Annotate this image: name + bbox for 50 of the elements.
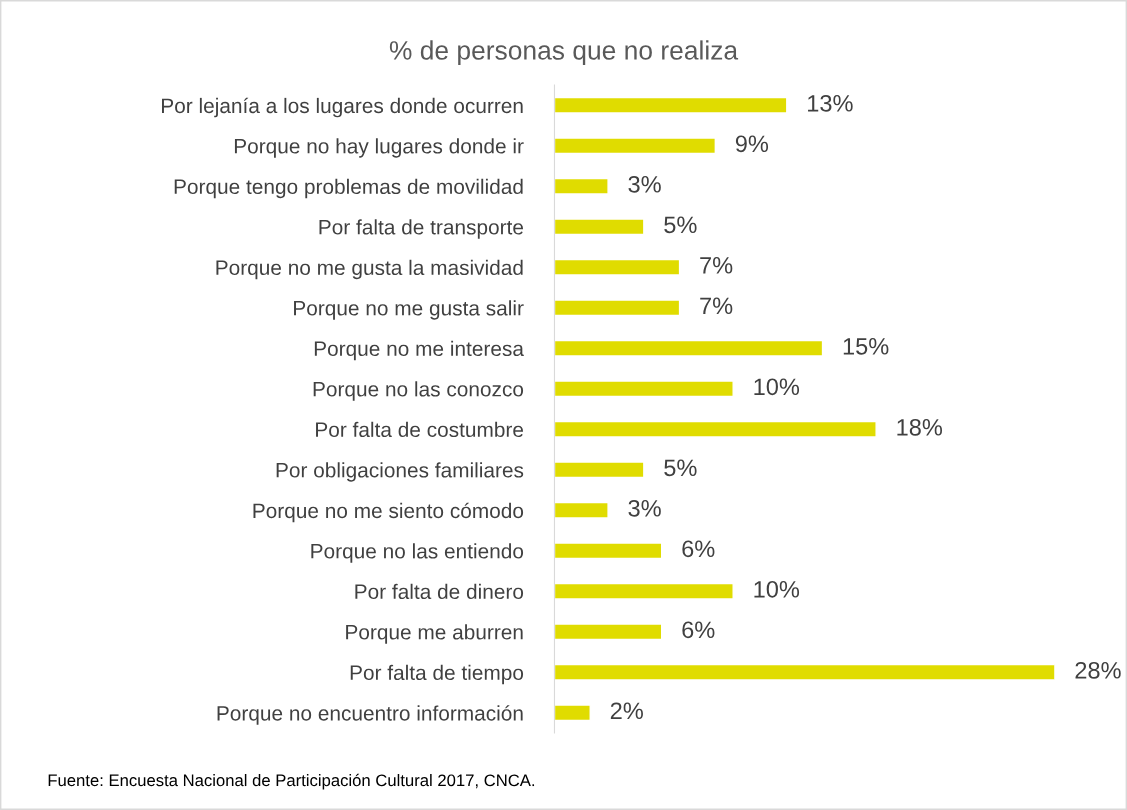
bar: [554, 420, 877, 438]
bar: [554, 96, 788, 114]
bar: [554, 461, 645, 479]
y-tick-label: Porque tengo problemas de movilidad: [174, 178, 523, 199]
data-label: 28%: [1075, 661, 1121, 679]
bar: [554, 299, 681, 317]
data-label: 3%: [628, 499, 661, 517]
data-label: 15%: [843, 338, 889, 355]
bar: [554, 258, 681, 276]
bar: [554, 623, 663, 641]
y-tick-label: Por falta de transporte: [319, 219, 524, 239]
y-tick-label: Porque no me interesa: [314, 340, 524, 361]
bar: [554, 218, 645, 236]
data-label: 7%: [700, 297, 733, 315]
y-tick-label: Porque no me siento cómodo: [253, 502, 524, 523]
data-label: 18%: [897, 418, 943, 436]
y-tick-label: Porque no encuentro información: [217, 705, 523, 725]
data-label: 3%: [628, 175, 661, 193]
data-label: 13%: [808, 94, 853, 112]
bar: [554, 177, 609, 195]
data-label: 6%: [682, 621, 715, 639]
y-tick-label: Por falta de costumbre: [316, 421, 524, 438]
y-tick-label: Porque no las conozco: [313, 381, 524, 401]
bar: [554, 501, 609, 519]
data-label: 7%: [700, 257, 733, 274]
y-tick-label: Por falta de dinero: [355, 583, 524, 600]
data-label: 9%: [735, 135, 769, 153]
y-tick-label: Por lejanía a los lugares donde ocurren: [162, 97, 523, 118]
data-label: 5%: [664, 459, 697, 477]
bar: [554, 582, 734, 600]
data-label: 10%: [754, 580, 800, 598]
y-tick-label: Porque me aburren: [346, 624, 523, 644]
source-note: Fuente: Encuesta Nacional de Participación Cultural 2017, CNCA.: [48, 773, 535, 790]
y-tick-label: Porque no me gusta salir: [294, 300, 524, 320]
data-label: 5%: [664, 216, 697, 234]
bar: [554, 663, 1055, 681]
y-tick-label: Porque no me gusta la masividad: [216, 259, 523, 280]
bar: [554, 380, 734, 398]
y-tick-label: Porque no hay lugares donde ir: [234, 138, 524, 158]
y-tick-label: Por obligaciones familiares: [276, 462, 524, 482]
bar: [554, 137, 717, 155]
data-label: 10%: [754, 378, 800, 396]
bar: [554, 542, 663, 560]
data-label: 2%: [610, 702, 643, 720]
y-tick-label: Porque no las entiendo: [311, 543, 524, 563]
data-label: 6%: [682, 540, 715, 558]
y-tick-label: Por falta de tiempo: [350, 664, 524, 685]
bar: [554, 704, 591, 722]
bar: [554, 339, 824, 357]
chart-title: % de personas que no realiza: [389, 40, 739, 65]
